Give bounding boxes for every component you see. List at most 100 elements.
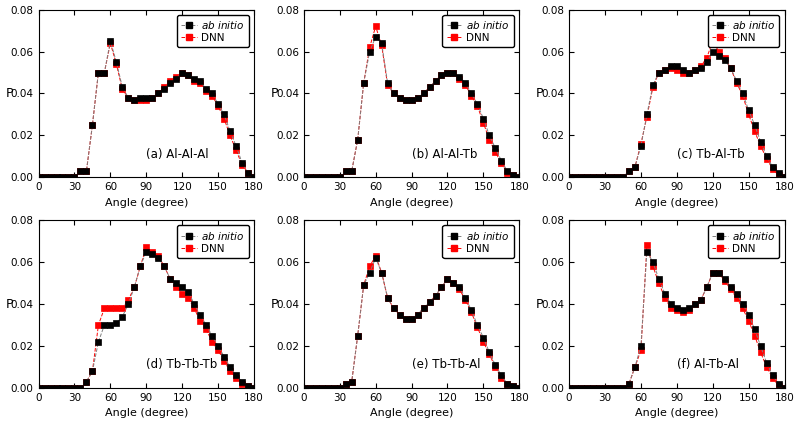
DNN <box>183 72 193 77</box>
DNN <box>648 264 658 269</box>
DNN <box>654 70 664 75</box>
DNN <box>430 293 440 298</box>
DNN <box>70 175 79 180</box>
ab initio <box>762 360 771 365</box>
ab initio <box>418 306 428 311</box>
DNN <box>190 78 199 84</box>
ab initio <box>111 59 121 64</box>
Line: DNN: DNN <box>566 38 787 180</box>
ab initio <box>341 169 350 174</box>
ab initio <box>40 175 50 180</box>
DNN <box>485 137 494 142</box>
DNN <box>666 306 676 311</box>
ab initio <box>329 175 338 180</box>
ab initio <box>147 251 157 256</box>
DNN <box>88 123 98 128</box>
DNN <box>178 70 187 75</box>
DNN <box>660 68 670 73</box>
DNN <box>238 162 247 167</box>
ab initio <box>624 169 634 174</box>
DNN <box>359 81 369 86</box>
DNN <box>70 385 79 391</box>
ab initio <box>142 249 151 254</box>
DNN <box>768 167 778 172</box>
ab initio <box>250 385 259 391</box>
ab initio <box>118 85 127 90</box>
DNN <box>588 385 598 391</box>
ab initio <box>359 81 369 86</box>
DNN <box>365 264 374 269</box>
ab initio <box>654 70 664 75</box>
ab initio <box>666 301 676 307</box>
DNN <box>756 143 766 148</box>
ab initio <box>123 301 133 307</box>
ab initio <box>106 39 115 44</box>
Legend: $\it{ab\ initio}$, DNN: $\it{ab\ initio}$, DNN <box>442 15 514 47</box>
ab initio <box>311 175 321 180</box>
ab initio <box>64 175 74 180</box>
ab initio <box>738 91 747 96</box>
ab initio <box>353 137 362 142</box>
DNN <box>226 133 235 138</box>
ab initio <box>99 70 109 75</box>
ab initio <box>40 385 50 391</box>
ab initio <box>70 175 79 180</box>
ab initio <box>612 385 622 391</box>
ab initio <box>588 175 598 180</box>
DNN <box>720 279 730 284</box>
DNN <box>76 169 86 174</box>
ab initio <box>708 270 718 275</box>
DNN <box>353 333 362 338</box>
ab initio <box>502 169 512 174</box>
DNN <box>305 175 314 180</box>
ab initio <box>406 316 416 321</box>
Text: (b) Al-Al-Tb: (b) Al-Al-Tb <box>411 148 477 161</box>
DNN <box>612 175 622 180</box>
ab initio <box>678 308 688 313</box>
DNN <box>612 385 622 391</box>
ab initio <box>82 169 91 174</box>
X-axis label: Angle (degree): Angle (degree) <box>635 198 718 208</box>
DNN <box>52 385 62 391</box>
ab initio <box>34 175 43 180</box>
DNN <box>762 156 771 161</box>
Line: ab initio: ab initio <box>36 38 257 180</box>
ab initio <box>305 385 314 391</box>
DNN <box>401 316 410 321</box>
ab initio <box>478 335 488 340</box>
DNN <box>714 49 723 54</box>
DNN <box>389 91 398 96</box>
ab initio <box>394 312 404 317</box>
DNN <box>394 312 404 317</box>
Line: DNN: DNN <box>36 245 257 391</box>
Y-axis label: P: P <box>271 87 278 100</box>
DNN <box>509 173 518 178</box>
DNN <box>34 385 43 391</box>
ab initio <box>190 301 199 307</box>
DNN <box>178 291 187 296</box>
DNN <box>473 103 482 109</box>
Legend: $\it{ab\ initio}$, DNN: $\it{ab\ initio}$, DNN <box>708 15 779 47</box>
DNN <box>147 249 157 254</box>
DNN <box>738 93 747 98</box>
ab initio <box>576 175 586 180</box>
ab initio <box>612 175 622 180</box>
Line: DNN: DNN <box>566 243 787 391</box>
ab initio <box>52 175 62 180</box>
DNN <box>394 95 404 100</box>
ab initio <box>485 350 494 355</box>
DNN <box>64 385 74 391</box>
DNN <box>111 61 121 67</box>
ab initio <box>64 385 74 391</box>
DNN <box>371 24 381 29</box>
DNN <box>437 72 446 77</box>
DNN <box>323 175 333 180</box>
DNN <box>449 70 458 75</box>
ab initio <box>780 385 790 391</box>
ab initio <box>509 173 518 178</box>
ab initio <box>702 285 711 290</box>
ab initio <box>732 78 742 84</box>
ab initio <box>600 175 610 180</box>
DNN <box>702 285 711 290</box>
DNN <box>219 116 229 121</box>
